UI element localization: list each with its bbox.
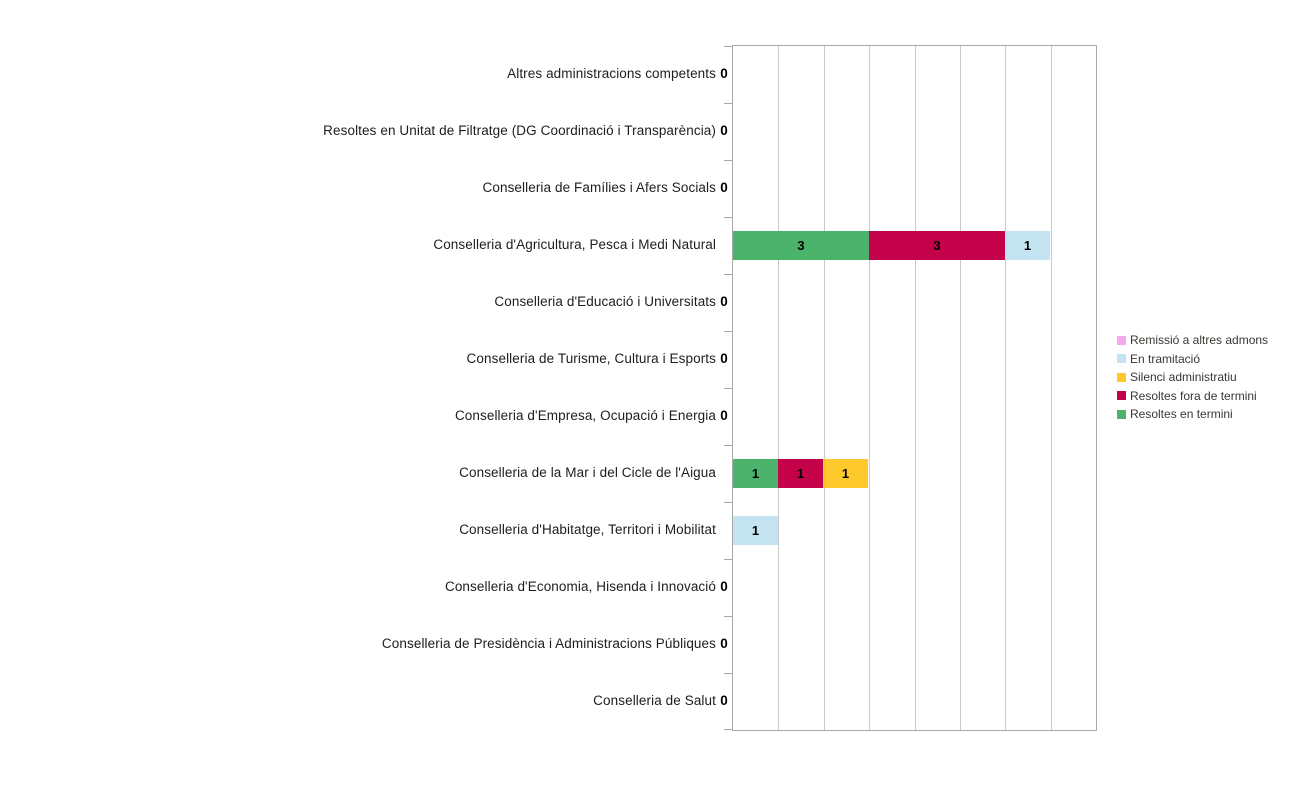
y-axis-tick <box>724 160 732 161</box>
gridline <box>778 46 779 730</box>
legend-item[interactable]: Resoltes fora de termini <box>1117 387 1268 406</box>
category-label: Conselleria d'Educació i Universitats <box>494 294 716 309</box>
category-label: Conselleria de la Mar i del Cicle de l'A… <box>459 465 716 480</box>
gridline <box>960 46 961 730</box>
category-label: Conselleria de Presidència i Administrac… <box>381 636 716 651</box>
category-label: Conselleria de Turisme, Cultura i Esport… <box>466 351 716 366</box>
bar-segment[interactable]: 1 <box>778 459 823 488</box>
total-value-label: 0 <box>720 636 728 651</box>
total-value-label: 0 <box>720 579 728 594</box>
legend-marker-icon <box>1117 372 1126 382</box>
y-axis-tick <box>724 103 732 104</box>
y-axis-tick <box>724 331 732 332</box>
y-axis-tick <box>724 274 732 275</box>
category-label: Conselleria d'Empresa, Ocupació i Energi… <box>454 408 716 423</box>
category-label: Altres administracions competents <box>507 66 716 81</box>
total-value-label: 0 <box>720 693 728 708</box>
total-value-label: 0 <box>720 351 728 366</box>
category-row: Conselleria d'Empresa, Ocupació i Energi… <box>0 387 732 444</box>
category-row: Resoltes en Unitat de Filtratge (DG Coor… <box>0 102 732 159</box>
bar-segment[interactable]: 1 <box>733 459 778 488</box>
gridline <box>869 46 870 730</box>
legend-label: Remissió a altres admons <box>1130 333 1269 348</box>
gridline <box>915 46 916 730</box>
y-axis-tick <box>724 502 732 503</box>
legend-item[interactable]: Resoltes en termini <box>1117 405 1268 424</box>
category-label: Conselleria de Salut <box>593 693 716 708</box>
category-row: Conselleria d'Educació i Universitats 0 <box>0 273 732 330</box>
category-row: Altres administracions competents 0 <box>0 45 732 102</box>
total-value-label: 0 <box>720 66 728 81</box>
category-label: Conselleria d'Economia, Hisenda i Innova… <box>444 579 716 594</box>
category-row: Conselleria de Famílies i Afers Socials 0 <box>0 159 732 216</box>
category-row: Conselleria de Turisme, Cultura i Esport… <box>0 330 732 387</box>
category-row: Conselleria de la Mar i del Cicle de l'A… <box>0 444 732 501</box>
category-row: Conselleria de Salut 0 <box>0 672 732 729</box>
total-value-label: 0 <box>720 294 728 309</box>
y-axis-tick <box>724 673 732 674</box>
legend: Remissió a altres admons En tramitació Sil… <box>1117 331 1268 424</box>
category-row: Conselleria d'Agricultura, Pesca i Medi … <box>0 216 732 273</box>
total-value-label: 0 <box>720 123 728 138</box>
y-axis-tick <box>724 445 732 446</box>
gridline <box>824 46 825 730</box>
y-axis-tick <box>724 217 732 218</box>
bar-segment[interactable]: 3 <box>869 231 1005 260</box>
y-axis-tick <box>724 616 732 617</box>
legend-item[interactable]: Remissió a altres admons <box>1117 331 1268 350</box>
bar-segment[interactable]: 1 <box>1005 231 1050 260</box>
gridline <box>1051 46 1052 730</box>
category-label: Conselleria de Famílies i Afers Socials <box>482 180 716 195</box>
y-axis-tick <box>724 559 732 560</box>
category-row: Conselleria d'Habitatge, Territori i Mob… <box>0 501 732 558</box>
bar-segment[interactable]: 3 <box>733 231 869 260</box>
legend-marker-icon <box>1117 391 1126 401</box>
gridline <box>1005 46 1006 730</box>
bar-row: 1 <box>733 516 778 545</box>
category-label: Conselleria d'Habitatge, Territori i Mob… <box>459 522 716 537</box>
category-label: Resoltes en Unitat de Filtratge (DG Coor… <box>323 123 716 138</box>
category-row: Conselleria de Presidència i Administrac… <box>0 615 732 672</box>
bar-segment[interactable]: 1 <box>823 459 868 488</box>
category-labels-column: Altres administracions competents 0 Resolt… <box>0 45 732 731</box>
category-row: Conselleria d'Economia, Hisenda i Innova… <box>0 558 732 615</box>
legend-label: En tramitació <box>1130 351 1201 366</box>
legend-label: Resoltes fora de termini <box>1130 388 1257 403</box>
legend-marker-icon <box>1117 335 1126 345</box>
legend-label: Resoltes en termini <box>1130 407 1233 422</box>
legend-marker-icon <box>1117 409 1126 419</box>
y-axis-tick <box>724 388 732 389</box>
y-axis-tick <box>724 729 732 730</box>
y-axis-tick <box>724 46 732 47</box>
total-value-label: 0 <box>720 180 728 195</box>
legend-label: Silenci administratiu <box>1130 370 1237 385</box>
bar-segment[interactable]: 1 <box>733 516 778 545</box>
legend-item[interactable]: En tramitació <box>1117 350 1268 369</box>
total-value-label: 0 <box>720 408 728 423</box>
legend-item[interactable]: Silenci administratiu <box>1117 368 1268 387</box>
category-label: Conselleria d'Agricultura, Pesca i Medi … <box>433 237 716 252</box>
legend-marker-icon <box>1117 354 1126 364</box>
